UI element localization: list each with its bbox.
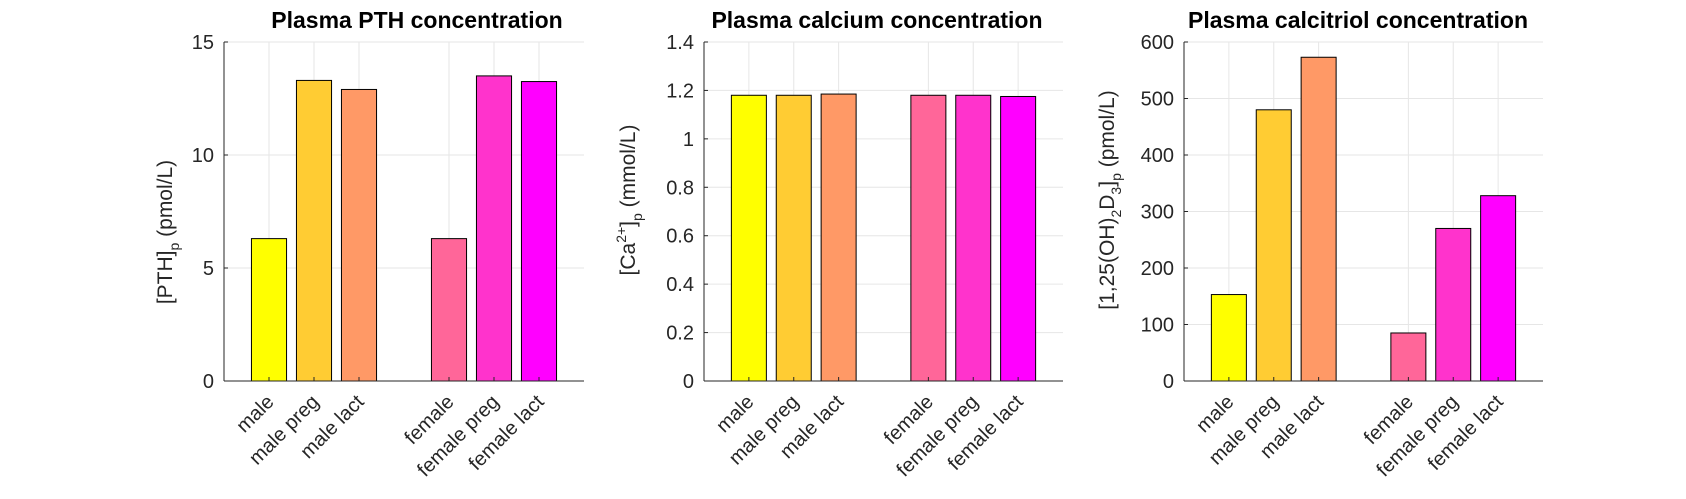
y-tick-label: 15 (192, 32, 214, 54)
y-label-main: [1,25(OH) (1096, 218, 1119, 310)
y-label-unit: (pmol/L) (1096, 90, 1119, 173)
y-label-subscript: p (166, 242, 182, 250)
bar-female-preg (1435, 227, 1472, 382)
bar-female-lact (1000, 95, 1037, 382)
bar-male-lact (1300, 56, 1337, 382)
y-label-close: ] (617, 221, 640, 227)
y-axis-label: [1,25(OH)2D3]p (pmol/L) (1096, 90, 1124, 309)
y-tick-label: 1 (683, 129, 694, 151)
y-label-unit: (pmol/L) (154, 160, 177, 243)
bar-female (910, 94, 947, 382)
y-tick-label: 1.2 (666, 80, 694, 102)
bar-male-lact (820, 93, 857, 382)
y-tick-label: 0 (203, 371, 214, 393)
y-tick-label: 5 (203, 258, 214, 280)
y-tick-label: 1.4 (666, 32, 694, 54)
bar-male (250, 238, 288, 382)
y-label-main: [Ca (617, 242, 640, 275)
y-label-unit: (mmol/L) (617, 125, 640, 214)
bar-male-preg (295, 79, 333, 382)
panel-title: Plasma calcitriol concentration (1188, 7, 1528, 33)
y-label-close: ] (1096, 181, 1119, 187)
y-tick-label: 0.8 (666, 177, 694, 199)
y-tick-label: 600 (1141, 32, 1174, 54)
y-tick-label: 0.6 (666, 226, 694, 248)
bar-female-preg (955, 94, 992, 382)
bar-female (430, 238, 468, 382)
y-tick-label: 0.2 (666, 323, 694, 345)
y-label-superscript: 2+ (613, 227, 629, 243)
y-tick-label: 400 (1141, 145, 1174, 167)
y-tick-label: 300 (1141, 202, 1174, 224)
svg-text:[1,25(OH)2D3]p (pmol/L): [1,25(OH)2D3]p (pmol/L) (1096, 90, 1124, 309)
y-label-subscript: p (1108, 173, 1124, 181)
y-label-main: [PTH] (154, 250, 177, 304)
bar-female-lact (520, 81, 558, 382)
bar-male-preg (1255, 109, 1292, 382)
y-tick-label: 100 (1141, 315, 1174, 337)
bar-male-lact (340, 88, 378, 382)
y-label-sub1: 2 (1108, 210, 1124, 218)
y-label-sub2: 3 (1108, 187, 1124, 195)
y-axis-label: [PTH]p (pmol/L) (154, 160, 182, 304)
bar-male (730, 94, 767, 382)
y-tick-label: 200 (1141, 258, 1174, 280)
panel-title: Plasma PTH concentration (271, 7, 562, 33)
y-tick-label: 0 (683, 371, 694, 393)
y-tick-label: 500 (1141, 89, 1174, 111)
bar-female-preg (475, 75, 513, 382)
bar-male (1210, 294, 1247, 382)
bar-male-preg (775, 94, 812, 382)
y-axis-label: [Ca2+]p (mmol/L) (613, 125, 645, 276)
y-tick-label: 10 (192, 145, 214, 167)
bar-female-lact (1480, 195, 1517, 382)
y-label-mid: D (1096, 195, 1119, 210)
y-tick-label: 0.4 (666, 274, 694, 296)
y-label-subscript: p (629, 213, 645, 221)
bar-female (1390, 332, 1427, 382)
svg-text:[Ca2+]p (mmol/L): [Ca2+]p (mmol/L) (613, 125, 645, 276)
svg-text:[PTH]p (pmol/L): [PTH]p (pmol/L) (154, 160, 182, 304)
y-tick-label: 0 (1163, 371, 1174, 393)
panel-title: Plasma calcium concentration (711, 7, 1042, 33)
